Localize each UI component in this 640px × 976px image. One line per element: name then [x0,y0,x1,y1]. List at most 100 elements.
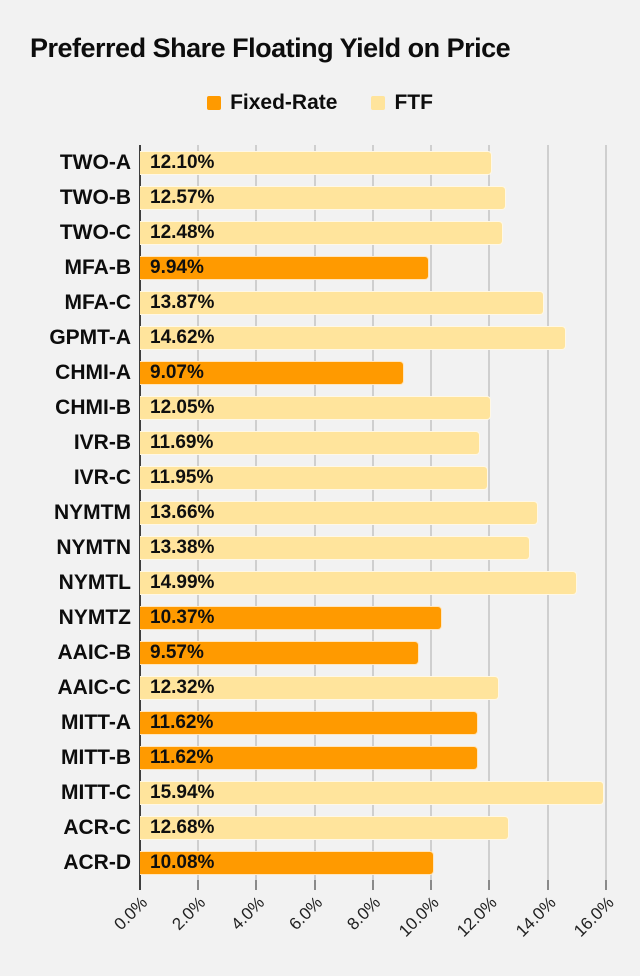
bar-track: 12.05% [140,395,622,420]
bar-row: ACR-C 12.68% [0,810,622,845]
bar-row: TWO-C 12.48% [0,215,622,250]
bar-value-label: 11.69% [150,431,214,453]
bar-row: TWO-A 12.10% [0,145,622,180]
bar-track: 12.48% [140,220,622,245]
bar-row: MITT-A 11.62% [0,705,622,740]
bar-rows: TWO-A 12.10% TWO-B 12.57% TWO-C 12.48% MFA-B 9.… [0,145,622,880]
bar: 12.48% [140,220,504,245]
chart-title: Preferred Share Floating Yield on Price [30,33,511,63]
x-tick-label-text: 10.0% [395,893,443,941]
category-label: MFA-C [64,290,132,314]
axis-tick [197,880,200,890]
bar: 13.87% [140,290,544,315]
axis-tick [255,880,258,890]
bar-value-label: 12.57% [150,186,215,208]
bar-value-label: 12.05% [150,396,215,418]
x-tick-label-text: 4.0% [227,893,268,934]
category-label: NYMTZ [58,605,131,629]
bar-value-label: 10.08% [150,851,215,873]
bar-track: 14.99% [140,570,622,595]
bar: 12.68% [140,815,510,840]
category-label: CHMI-A [55,360,131,384]
bar-value-label: 14.99% [150,571,215,593]
bar-track: 11.62% [140,745,622,770]
category-label: TWO-A [59,150,131,174]
bar-row: ACR-D 10.08% [0,845,622,880]
category-label: CHMI-B [55,395,131,419]
legend: Fixed-Rate FTF [0,91,640,115]
bar-value-label: 12.32% [150,676,215,698]
axis-tick [430,880,433,890]
x-tick-label-text: 12.0% [453,893,501,941]
bar-row: NYMTN 13.38% [0,530,622,565]
bar-value-label: 13.66% [150,501,215,523]
legend-label: Fixed-Rate [230,91,338,114]
bar: 13.38% [140,535,530,560]
bar-track: 12.57% [140,185,622,210]
bar-track: 10.08% [140,850,622,875]
bar-track: 13.66% [140,500,622,525]
bar-track: 9.94% [140,255,622,280]
category-label: MITT-C [61,780,131,804]
category-label: TWO-C [59,220,131,244]
fixed-rate-swatch-icon [207,96,222,110]
bar-value-label: 9.94% [150,256,204,278]
bar-value-label: 11.62% [150,746,214,768]
bar-value-label: 12.10% [150,151,215,173]
bar-value-label: 9.07% [150,361,204,383]
bar-row: NYMTM 13.66% [0,495,622,530]
bar-value-label: 10.37% [150,606,215,628]
category-label: MITT-A [61,710,131,734]
x-tick-label-text: 2.0% [168,893,210,934]
bar-value-label: 13.38% [150,536,215,558]
bar-track: 13.87% [140,290,622,315]
bar-value-label: 12.68% [150,816,215,838]
bar: 14.99% [140,570,577,595]
category-label: NYMTM [54,500,131,524]
x-tick-label-text: 8.0% [343,893,385,934]
bar-track: 15.94% [140,780,622,805]
bar-row: NYMTZ 10.37% [0,600,622,635]
bar-row: MFA-C 13.87% [0,285,622,320]
bar: 12.10% [140,150,493,175]
category-label: ACR-C [63,815,131,839]
bar: 9.07% [140,360,405,385]
category-label: MITT-B [61,745,131,769]
bar: 11.69% [140,430,481,455]
bar: 12.32% [140,675,499,700]
bar: 13.66% [140,500,538,525]
bar-row: GPMT-A 14.62% [0,320,622,355]
bar-row: NYMTL 14.99% [0,565,622,600]
x-tick-label-text: 16.0% [569,893,618,941]
legend-item-ftf: FTF [371,91,433,115]
bar-row: CHMI-A 9.07% [0,355,622,390]
bar-value-label: 12.48% [150,221,215,243]
axis-tick [313,880,316,890]
axis-tick [604,880,607,890]
bar: 15.94% [140,780,605,805]
bar: 11.62% [140,745,479,770]
axis-tick [139,880,141,890]
bar-value-label: 9.57% [150,641,204,663]
bar-value-label: 11.62% [150,711,214,733]
axis-tick [488,880,491,890]
bar: 12.57% [140,185,507,210]
bar-track: 12.10% [140,150,622,175]
bar: 10.37% [140,605,442,630]
bar: 14.62% [140,325,566,350]
axis-tick [371,880,374,890]
bar: 9.94% [140,255,430,280]
legend-label: FTF [394,91,433,114]
bar-row: MITT-B 11.62% [0,740,622,775]
bar-track: 9.07% [140,360,622,385]
category-label: IVR-B [73,430,131,454]
axis-tick [546,880,549,890]
bar: 9.57% [140,640,419,665]
category-label: GPMT-A [49,325,131,349]
x-tick-label-text: 6.0% [285,893,327,934]
bar-row: MFA-B 9.94% [0,250,622,285]
bar-value-label: 15.94% [150,781,215,803]
bar: 10.08% [140,850,434,875]
bar: 11.95% [140,465,489,490]
bar-track: 12.32% [140,675,622,700]
